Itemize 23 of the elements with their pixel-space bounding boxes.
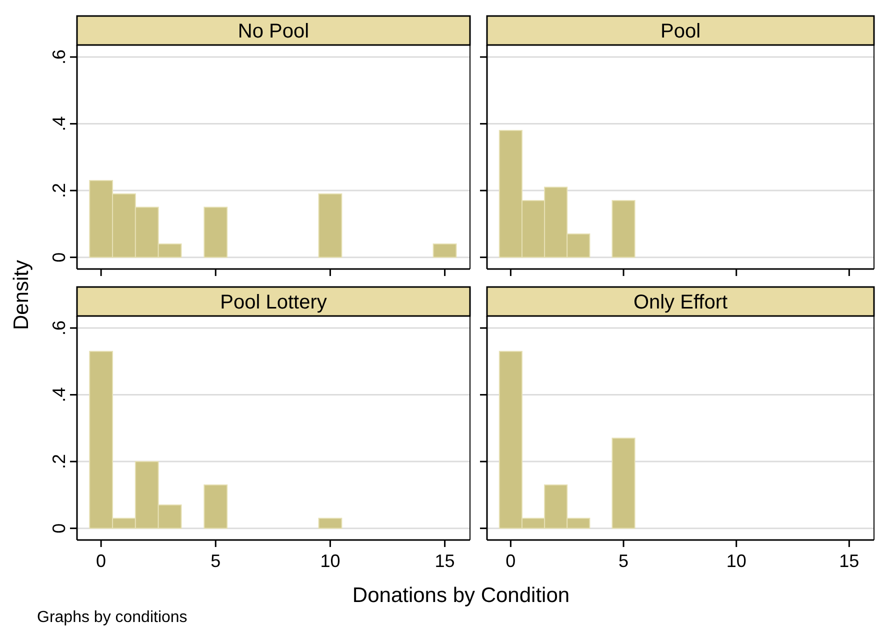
chart-title: No Pool: [238, 20, 310, 42]
x-tick-label: 10: [320, 551, 340, 571]
y-axis-title: Density: [10, 259, 33, 330]
x-tick-label: 10: [726, 551, 746, 571]
x-tick-label: 15: [839, 551, 860, 571]
chart-title: Only Effort: [633, 292, 728, 314]
y-tick-label: .2: [49, 183, 69, 198]
x-tick-label: 0: [96, 551, 106, 571]
x-tick-label: 5: [210, 551, 221, 571]
x-tick-label: 15: [434, 551, 455, 571]
y-tick-label: .4: [49, 116, 69, 132]
x-tick-label: 5: [618, 551, 629, 571]
y-tick-label: .6: [49, 50, 69, 65]
y-tick-label: .6: [49, 320, 69, 336]
x-tick-label: 0: [506, 551, 516, 571]
y-tick-label: 0: [49, 523, 69, 534]
text: Graphs by conditions: [37, 609, 188, 626]
y-tick-label: .2: [49, 454, 69, 470]
y-tick-label: .4: [49, 387, 69, 402]
chart-title: Pool: [660, 20, 701, 42]
chart-title: Pool Lottery: [220, 292, 327, 314]
x-axis-title: Donations by Condition: [352, 584, 570, 607]
y-tick-label: 0: [49, 252, 69, 262]
